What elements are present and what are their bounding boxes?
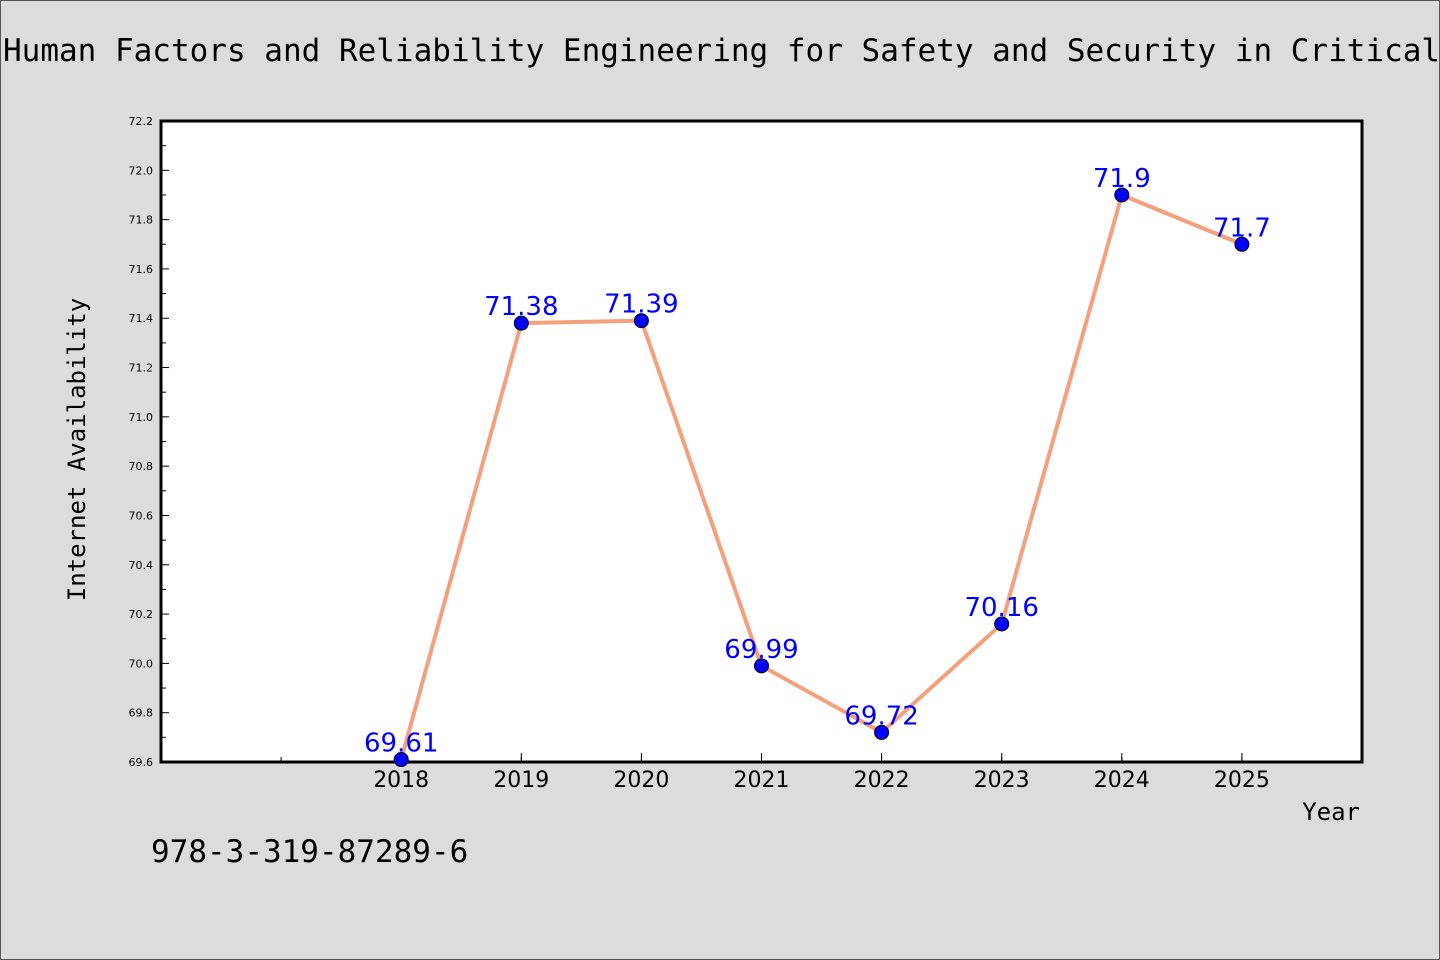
axes: 69.6 69.8 70.0 70.2 70.4 70.6 70.8 71.0 71.2 71.4… bbox=[129, 115, 1364, 793]
series-line-group bbox=[399, 192, 1243, 761]
x-tick-label: 2024 bbox=[1094, 768, 1150, 793]
data-label: 70.16 bbox=[964, 593, 1038, 623]
data-point bbox=[874, 724, 890, 740]
y-tick-label: 70.6 bbox=[129, 509, 154, 522]
chart-title: Human Factors and Reliability Engineerin… bbox=[3, 33, 1440, 69]
y-tick-label: 71.6 bbox=[129, 263, 154, 276]
y-axis-label: Internet Availability bbox=[63, 298, 91, 601]
plot-border bbox=[159, 119, 1364, 764]
x-tick-label: 2023 bbox=[974, 768, 1030, 793]
plot-area bbox=[161, 121, 1362, 762]
y-tick-label: 69.8 bbox=[129, 707, 154, 720]
isbn-text: 978-3-319-87289-6 bbox=[151, 834, 469, 870]
data-label: 69.99 bbox=[724, 635, 798, 665]
y-tick-label: 71.2 bbox=[129, 362, 154, 375]
x-tick-label: 2018 bbox=[373, 768, 429, 793]
y-tick-label: 72.2 bbox=[129, 115, 154, 128]
data-label: 71.7 bbox=[1213, 213, 1271, 243]
markers bbox=[393, 187, 1250, 768]
y-tick-label: 71.4 bbox=[129, 312, 154, 325]
y-tick-label: 70.8 bbox=[129, 460, 154, 473]
data-label: 71.38 bbox=[484, 292, 558, 322]
data-label: 69.72 bbox=[844, 701, 918, 731]
y-tick-label: 72.0 bbox=[129, 164, 154, 177]
y-tick-label: 70.0 bbox=[129, 657, 154, 670]
y-tick-label: 70.2 bbox=[129, 608, 154, 621]
data-point bbox=[633, 313, 649, 329]
data-label: 71.39 bbox=[604, 290, 678, 320]
x-tick-label: 2022 bbox=[854, 768, 910, 793]
y-tick-label: 70.4 bbox=[129, 559, 154, 572]
x-tick-label: 2025 bbox=[1214, 768, 1270, 793]
x-tick-label: 2020 bbox=[613, 768, 669, 793]
y-tick-label: 69.6 bbox=[129, 756, 154, 769]
y-tick-label: 71.8 bbox=[129, 214, 154, 227]
data-labels: 69.61 71.38 71.39 69.99 69.72 70.16 71.9 71.7 bbox=[364, 164, 1271, 759]
data-point bbox=[994, 616, 1010, 632]
series-line bbox=[399, 192, 1243, 761]
data-point bbox=[1114, 187, 1130, 203]
x-tick-label: 2019 bbox=[493, 768, 549, 793]
data-label: 71.9 bbox=[1093, 164, 1151, 194]
data-point bbox=[513, 315, 529, 331]
x-tick-label: 2021 bbox=[734, 768, 790, 793]
data-point bbox=[393, 752, 409, 768]
x-axis-label: Year bbox=[1302, 798, 1360, 826]
y-tick-label: 71.0 bbox=[129, 411, 154, 424]
data-point bbox=[1234, 236, 1250, 252]
data-label: 69.61 bbox=[364, 729, 438, 759]
data-point bbox=[754, 658, 769, 674]
